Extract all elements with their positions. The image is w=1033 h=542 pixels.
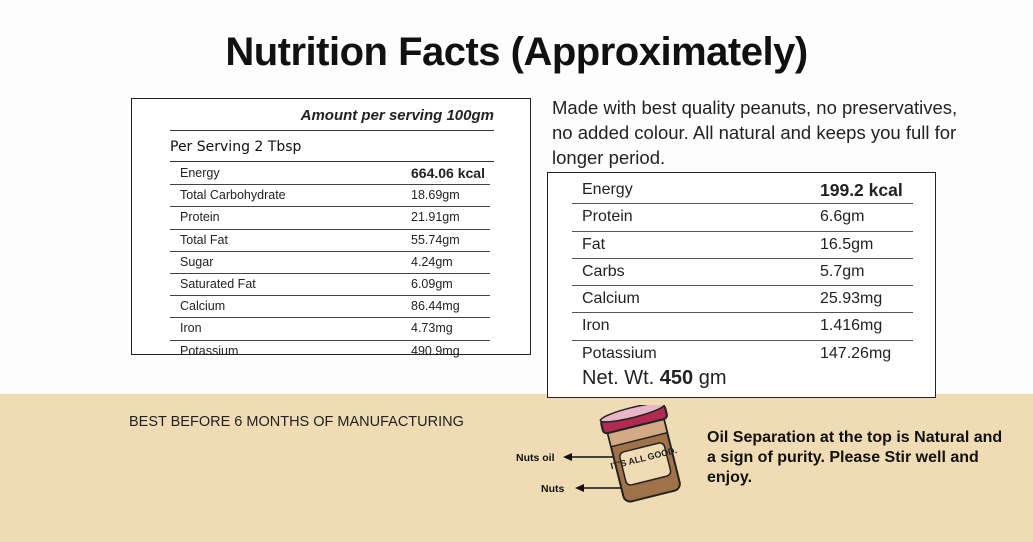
- nutrient-value: 4.24gm: [411, 254, 453, 269]
- table-row: Potassium 490.9mg: [170, 341, 490, 362]
- net-weight-unit: gm: [698, 367, 727, 389]
- nutrient-value: 6.6gm: [820, 208, 865, 226]
- nutrient-name: Calcium: [582, 290, 640, 308]
- nutrient-name: Protein: [180, 210, 220, 225]
- table-row: Carbs 5.7gm: [572, 259, 913, 287]
- table-rows: Energy 664.06 kcal Total Carbohydrate 18.6…: [170, 163, 490, 362]
- arrow-icon: [575, 484, 623, 492]
- nutrient-name: Iron: [582, 317, 610, 335]
- nutrition-table-serving: Energy 199.2 kcal Protein 6.6gm Fat 16.5gm …: [547, 172, 936, 398]
- oil-separation-note: Oil Separation at the top is Natural and…: [707, 429, 1003, 486]
- nutrient-name: Potassium: [582, 344, 657, 362]
- nutrient-value: 6.09gm: [411, 276, 453, 291]
- nutrient-name: Calcium: [180, 299, 226, 314]
- nutrient-name: Sugar: [180, 254, 214, 269]
- net-weight: Net. Wt. 450 gm: [582, 367, 727, 390]
- table-row: Iron 1.416mg: [572, 313, 913, 341]
- nutrition-table-100g: Amount per serving 100gm Per Serving 2 T…: [131, 98, 531, 358]
- nutrient-name: Energy: [180, 166, 220, 180]
- nutrient-name: Saturated Fat: [180, 276, 256, 291]
- nutrient-name: Fat: [582, 235, 606, 253]
- table-row: Energy 664.06 kcal: [170, 163, 490, 186]
- best-before-text: BEST BEFORE 6 MONTHS OF MANUFACTURING: [129, 414, 464, 430]
- nutrient-value: 55.74gm: [411, 232, 460, 247]
- nutrient-name: Iron: [180, 321, 202, 336]
- nutrient-value: 490.9mg: [411, 343, 460, 358]
- net-weight-label: Net. Wt.: [582, 367, 655, 389]
- net-weight-value: 450: [659, 367, 694, 389]
- amount-header: Amount per serving 100gm: [300, 107, 494, 124]
- nutrient-name: Total Fat: [180, 232, 228, 247]
- nutrient-name: Potassium: [180, 343, 239, 358]
- table-row: Total Carbohydrate 18.69gm: [170, 185, 490, 208]
- nutrient-value: 18.69gm: [411, 188, 460, 203]
- table-row: Calcium 25.93mg: [572, 286, 913, 314]
- divider: [170, 161, 494, 162]
- label-nuts: Nuts: [541, 483, 565, 495]
- table-row: Potassium 147.26mg: [572, 341, 913, 367]
- nutrient-name: Protein: [582, 208, 633, 226]
- table-row: Iron 4.73mg: [170, 318, 490, 341]
- nutrient-value: 5.7gm: [820, 262, 865, 280]
- nutrient-value: 86.44mg: [411, 299, 460, 314]
- arrow-icon: [563, 453, 619, 461]
- serving-header: Per Serving 2 Tbsp: [170, 139, 302, 155]
- jar-icon: IT'S ALL GOOD.: [599, 405, 681, 503]
- table-row: Energy 199.2 kcal: [572, 177, 913, 205]
- table-row: Total Fat 55.74gm: [170, 230, 490, 252]
- nutrient-value: 1.416mg: [820, 317, 883, 335]
- product-description: Made with best quality peanuts, no prese…: [552, 97, 958, 168]
- table-row: Fat 16.5gm: [572, 232, 913, 259]
- table-row: Protein 21.91gm: [170, 207, 490, 230]
- nutrient-name: Energy: [582, 181, 633, 198]
- nutrient-name: Carbs: [582, 262, 625, 280]
- nutrient-value: 199.2 kcal: [820, 180, 903, 200]
- table-row: Calcium 86.44mg: [170, 296, 490, 319]
- nutrient-name: Total Carbohydrate: [180, 188, 286, 203]
- table-row: Saturated Fat 6.09gm: [170, 274, 490, 297]
- table-row: Sugar 4.24gm: [170, 252, 490, 274]
- nutrient-value: 664.06 kcal: [411, 165, 485, 181]
- table-rows: Energy 199.2 kcal Protein 6.6gm Fat 16.5gm …: [572, 177, 913, 367]
- nutrient-value: 147.26mg: [820, 344, 892, 362]
- nutrient-value: 25.93mg: [820, 290, 883, 308]
- table-row: Protein 6.6gm: [572, 204, 913, 232]
- footer-band: [0, 394, 1033, 542]
- nutrient-value: 21.91gm: [411, 210, 460, 225]
- page-title: Nutrition Facts (Approximately): [225, 30, 808, 74]
- nutrient-value: 4.73mg: [411, 321, 453, 336]
- label-nuts-oil: Nuts oil: [516, 452, 555, 464]
- divider: [170, 130, 494, 131]
- nutrient-value: 16.5gm: [820, 235, 874, 253]
